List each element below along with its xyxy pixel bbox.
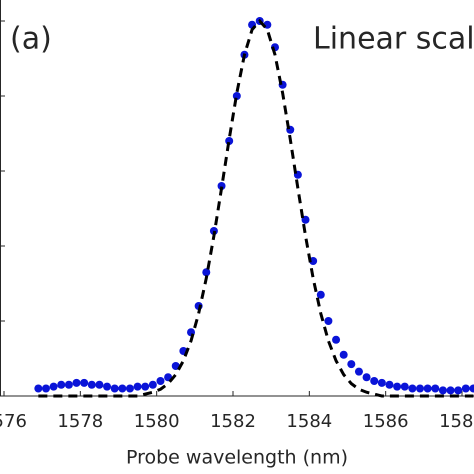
scale-label: Linear scale [313, 22, 474, 57]
data-point [148, 380, 157, 389]
fit-curve [38, 18, 474, 398]
data-point [125, 384, 134, 393]
data-point [469, 384, 474, 393]
data-point [393, 382, 402, 391]
data-point [400, 382, 409, 391]
data-point [64, 380, 73, 389]
data-point [362, 373, 371, 382]
data-point [431, 384, 440, 393]
data-point [217, 182, 226, 190]
data-point [377, 378, 386, 387]
data-point [95, 380, 104, 389]
data-point [339, 350, 348, 359]
data-point [141, 382, 150, 391]
x-tick-label: 1580 [134, 411, 180, 432]
data-point [370, 377, 379, 385]
data-point [110, 384, 119, 393]
x-tick-label: 1586 [363, 411, 409, 432]
data-point [354, 367, 363, 376]
data-point [57, 380, 66, 389]
x-tick-label: 1582 [210, 411, 256, 432]
x-tick-label: 1584 [286, 411, 332, 432]
data-point [103, 382, 112, 391]
data-point [347, 360, 356, 369]
data-point [408, 384, 417, 393]
x-tick-label: 1576 [0, 411, 27, 432]
x-tick-label: 1578 [57, 411, 103, 432]
data-point [385, 380, 394, 389]
data-point [416, 384, 425, 393]
x-tick-label: 1588 [439, 411, 474, 432]
data-point [202, 268, 211, 277]
data-point [72, 378, 81, 387]
panel-label: (a) [10, 22, 52, 57]
data-point [41, 384, 50, 393]
data-point [49, 382, 58, 391]
data-point [332, 335, 341, 344]
data-point [438, 386, 447, 395]
data-point [133, 382, 142, 391]
data-point [80, 378, 89, 387]
x-axis-label: Probe wavelength (nm) [126, 447, 348, 469]
data-point [156, 377, 165, 385]
data-point [316, 290, 325, 299]
data-point [423, 384, 432, 393]
data-point [454, 386, 463, 395]
data-point [461, 384, 470, 393]
data-point [446, 386, 455, 395]
data-point [34, 384, 43, 393]
data-point [324, 317, 333, 325]
data-point [87, 380, 96, 389]
data-point [118, 384, 127, 393]
